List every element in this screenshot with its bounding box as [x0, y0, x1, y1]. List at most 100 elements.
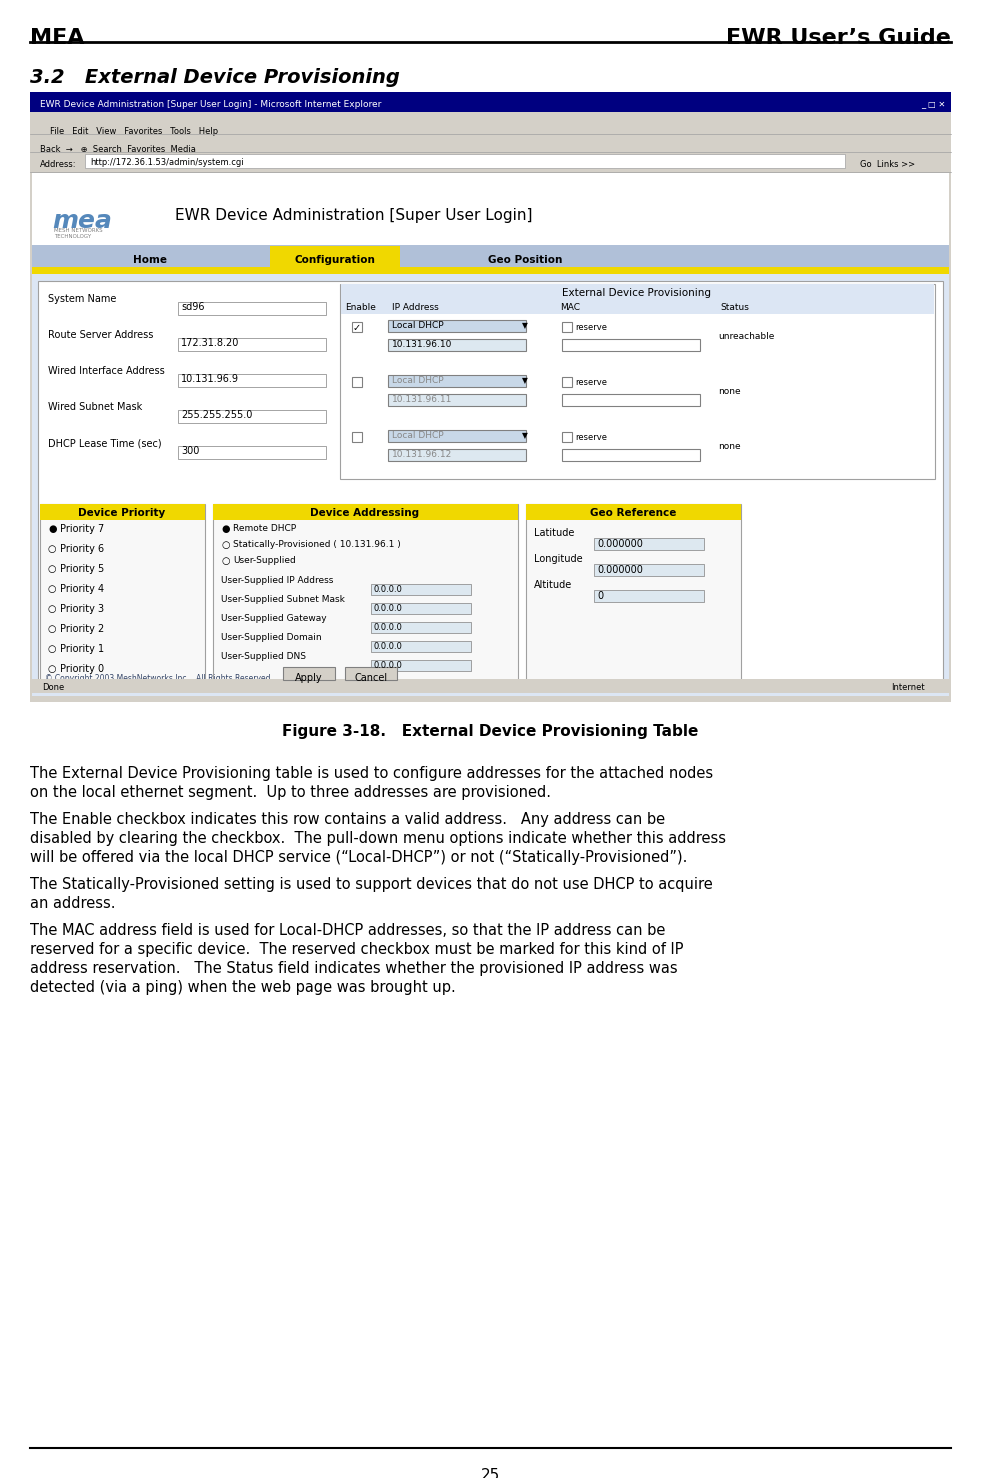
Text: The MAC address field is used for Local-DHCP addresses, so that the IP address c: The MAC address field is used for Local-… [30, 922, 665, 939]
Text: Geo Reference: Geo Reference [590, 508, 676, 517]
Bar [388, 395, 526, 406]
Bar [562, 395, 700, 406]
Bar [178, 338, 326, 350]
Text: User-Supplied Gateway: User-Supplied Gateway [221, 613, 327, 624]
Bar [270, 245, 400, 268]
Text: ○: ○ [48, 644, 57, 653]
Text: External Device Provisioning: External Device Provisioning [562, 288, 711, 299]
Text: MESH NETWORKS: MESH NETWORKS [54, 228, 103, 234]
Text: 10.131.96.12: 10.131.96.12 [392, 449, 452, 460]
Text: Device Priority: Device Priority [78, 508, 166, 517]
Text: 0: 0 [597, 591, 603, 602]
Text: EWR Device Administration [Super User Login] - Microsoft Internet Explorer: EWR Device Administration [Super User Lo… [40, 101, 382, 109]
Text: Priority 3: Priority 3 [60, 605, 104, 613]
Text: 0.000000: 0.000000 [597, 539, 643, 548]
Bar [388, 449, 526, 461]
Bar [178, 302, 326, 315]
Bar [352, 432, 362, 442]
Text: address reservation.   The Status field indicates whether the provisioned IP add: address reservation. The Status field in… [30, 961, 678, 975]
Text: Remote DHCP: Remote DHCP [233, 525, 296, 534]
Text: Cancel: Cancel [354, 672, 387, 683]
Text: 10.131.96.9: 10.131.96.9 [181, 374, 239, 384]
Text: an address.: an address. [30, 896, 116, 910]
Text: ○: ○ [48, 664, 57, 674]
Text: Priority 1: Priority 1 [60, 644, 104, 653]
Text: Figure 3-18.   External Device Provisioning Table: Figure 3-18. External Device Provisionin… [282, 724, 698, 739]
Text: Go  Links >>: Go Links >> [860, 160, 915, 168]
Bar [388, 321, 526, 333]
Text: reserve: reserve [575, 433, 607, 442]
Bar [371, 641, 471, 652]
Bar [32, 173, 949, 245]
Text: User-Supplied DNS: User-Supplied DNS [221, 652, 306, 661]
Text: Latitude: Latitude [534, 528, 574, 538]
Text: Internet: Internet [891, 683, 925, 692]
Text: ●: ● [221, 525, 230, 534]
Text: ○: ○ [221, 556, 230, 566]
Bar [460, 245, 590, 268]
Bar [562, 377, 572, 387]
Text: none: none [718, 387, 741, 396]
Text: 3.2   External Device Provisioning: 3.2 External Device Provisioning [30, 68, 400, 87]
Text: The External Device Provisioning table is used to configure addresses for the at: The External Device Provisioning table i… [30, 766, 713, 780]
Bar [341, 284, 934, 300]
Text: System Name: System Name [48, 294, 117, 304]
Bar [341, 300, 934, 313]
Text: detected (via a ping) when the web page was brought up.: detected (via a ping) when the web page … [30, 980, 456, 995]
Text: User-Supplied Domain: User-Supplied Domain [221, 633, 322, 641]
Bar [85, 245, 215, 268]
Text: Priority 4: Priority 4 [60, 584, 104, 594]
Text: 0.0.0.0: 0.0.0.0 [374, 605, 403, 613]
Text: 0.0.0.0: 0.0.0.0 [374, 641, 403, 650]
Text: mea: mea [52, 208, 112, 234]
Bar [32, 268, 949, 273]
Bar [594, 565, 704, 576]
Bar [526, 504, 741, 520]
Bar [562, 322, 572, 333]
Bar [178, 446, 326, 460]
Bar [32, 276, 949, 696]
Text: ○: ○ [221, 539, 230, 550]
Text: disabled by clearing the checkbox.  The pull-down menu options indicate whether : disabled by clearing the checkbox. The p… [30, 831, 726, 845]
Bar [345, 667, 397, 680]
Text: DHCP Lease Time (sec): DHCP Lease Time (sec) [48, 437, 162, 448]
Text: ▼: ▼ [522, 321, 528, 330]
Text: Device Addressing: Device Addressing [310, 508, 420, 517]
Text: ○: ○ [48, 584, 57, 594]
Bar [85, 154, 845, 168]
Bar [30, 92, 951, 112]
Bar [562, 338, 700, 350]
Bar [340, 284, 935, 479]
Bar [371, 603, 471, 613]
Text: Status: Status [720, 303, 749, 312]
Text: © Copyright 2003 MeshNetworks Inc. , All Rights Reserved.: © Copyright 2003 MeshNetworks Inc. , All… [45, 674, 273, 683]
Bar [526, 504, 741, 689]
Text: Wired Interface Address: Wired Interface Address [48, 367, 165, 375]
Text: IP Address: IP Address [392, 303, 439, 312]
Bar [388, 338, 526, 350]
Bar [352, 322, 362, 333]
Text: Address:: Address: [40, 160, 77, 168]
Bar [594, 538, 704, 550]
Text: Enable: Enable [345, 303, 376, 312]
Text: 172.31.8.20: 172.31.8.20 [181, 338, 239, 347]
Text: MAC: MAC [560, 303, 580, 312]
Text: The Statically-Provisioned setting is used to support devices that do not use DH: The Statically-Provisioned setting is us… [30, 876, 713, 893]
Text: EWR Device Administration [Super User Login]: EWR Device Administration [Super User Lo… [175, 208, 533, 223]
Text: Priority 2: Priority 2 [60, 624, 104, 634]
Text: TECHNOLOGY: TECHNOLOGY [54, 234, 91, 239]
Bar [32, 173, 949, 693]
Bar [30, 92, 951, 702]
Text: Priority 5: Priority 5 [60, 565, 104, 573]
Bar [32, 245, 949, 268]
Text: User-Supplied Subnet Mask: User-Supplied Subnet Mask [221, 596, 345, 605]
Text: none: none [718, 442, 741, 451]
Text: Wired Subnet Mask: Wired Subnet Mask [48, 402, 142, 412]
Text: ▼: ▼ [522, 432, 528, 440]
Text: 0.000000: 0.000000 [597, 565, 643, 575]
Text: 0.0.0.0: 0.0.0.0 [374, 624, 403, 633]
Text: Configuration: Configuration [294, 256, 376, 265]
Text: 0.0.0.0: 0.0.0.0 [374, 585, 403, 594]
Text: For more information, visit www.meshnetworks.com: For more information, visit www.meshnetw… [45, 684, 244, 695]
Text: The Enable checkbox indicates this row contains a valid address.   Any address c: The Enable checkbox indicates this row c… [30, 811, 665, 828]
